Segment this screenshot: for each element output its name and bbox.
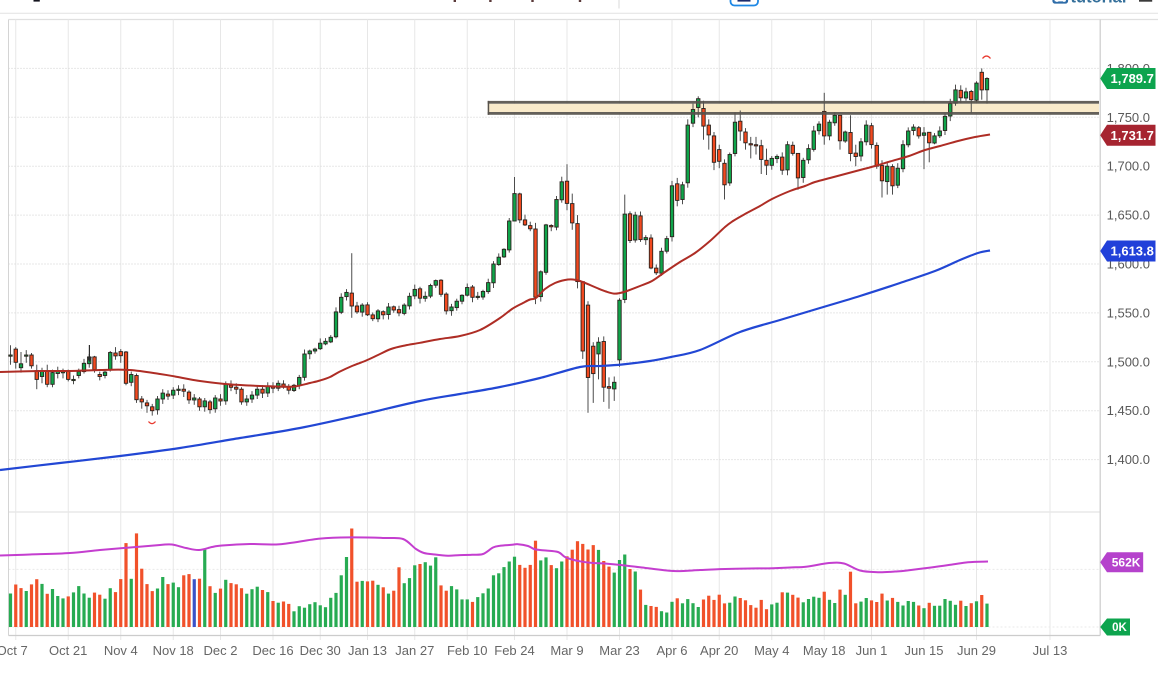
svg-text:1,650.0: 1,650.0 <box>1107 208 1150 223</box>
svg-text:Dec 2: Dec 2 <box>204 643 238 658</box>
svg-text:Apr 6: Apr 6 <box>656 643 687 658</box>
svg-text:Dec 16: Dec 16 <box>252 643 293 658</box>
svg-text:Oct 7: Oct 7 <box>0 643 28 658</box>
svg-text:Jul 13: Jul 13 <box>1033 643 1068 658</box>
svg-text:1,789.7: 1,789.7 <box>1111 71 1154 86</box>
svg-text:Dec 30: Dec 30 <box>300 643 341 658</box>
svg-text:1,550.0: 1,550.0 <box>1107 305 1150 320</box>
svg-text:1,700.0: 1,700.0 <box>1107 159 1150 174</box>
svg-text:Jun 29: Jun 29 <box>957 643 996 658</box>
svg-text:Jan 13: Jan 13 <box>348 643 387 658</box>
svg-text:Jun 1: Jun 1 <box>856 643 888 658</box>
svg-text:Nov 4: Nov 4 <box>104 643 138 658</box>
svg-text:Jan 27: Jan 27 <box>395 643 434 658</box>
svg-text:Apr 20: Apr 20 <box>700 643 738 658</box>
svg-text:1,450.0: 1,450.0 <box>1107 403 1150 418</box>
svg-text:Nov 18: Nov 18 <box>153 643 194 658</box>
svg-text:Jun 15: Jun 15 <box>904 643 943 658</box>
svg-text:0K: 0K <box>1112 622 1127 634</box>
svg-text:Mar 23: Mar 23 <box>599 643 639 658</box>
svg-text:1,500.0: 1,500.0 <box>1107 354 1150 369</box>
svg-text:May 4: May 4 <box>754 643 789 658</box>
svg-text:May 18: May 18 <box>803 643 846 658</box>
svg-text:Oct 21: Oct 21 <box>49 643 87 658</box>
svg-text:1,731.7: 1,731.7 <box>1111 128 1154 143</box>
svg-text:Mar 9: Mar 9 <box>550 643 583 658</box>
svg-text:1,400.0: 1,400.0 <box>1107 452 1150 467</box>
svg-text:1,613.8: 1,613.8 <box>1111 244 1154 259</box>
svg-text:1,750.0: 1,750.0 <box>1107 110 1150 125</box>
svg-text:562K: 562K <box>1112 556 1141 570</box>
svg-text:tutorial: tutorial <box>1071 0 1127 7</box>
svg-text:Feb 10: Feb 10 <box>447 643 487 658</box>
svg-text:Feb 24: Feb 24 <box>494 643 534 658</box>
